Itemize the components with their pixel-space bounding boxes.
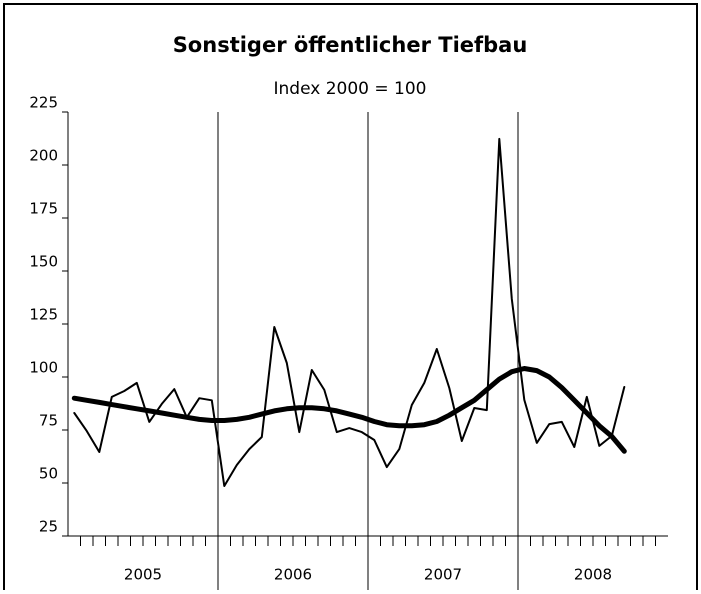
chart-title: Sonstiger öffentlicher Tiefbau — [173, 33, 528, 57]
chart-subtitle: Index 2000 = 100 — [274, 79, 427, 99]
y-tick-label: 50 — [39, 465, 58, 483]
series-line — [71, 366, 627, 454]
x-group-label: 2007 — [424, 566, 462, 584]
y-tick-label: 75 — [39, 412, 58, 430]
x-group-label: 2008 — [574, 566, 612, 584]
y-tick-label: 175 — [29, 200, 58, 218]
x-group-label: 2006 — [274, 566, 312, 584]
y-tick-label: 150 — [29, 253, 58, 271]
y-tick-label: 125 — [29, 306, 58, 324]
y-tick-label: 25 — [39, 518, 58, 536]
y-tick-label: 200 — [29, 147, 58, 165]
y-tick-label: 225 — [29, 94, 58, 112]
frame — [3, 3, 698, 590]
x-group-label: 2005 — [124, 566, 162, 584]
y-tick-label: 100 — [29, 359, 58, 377]
series-line — [73, 137, 626, 487]
